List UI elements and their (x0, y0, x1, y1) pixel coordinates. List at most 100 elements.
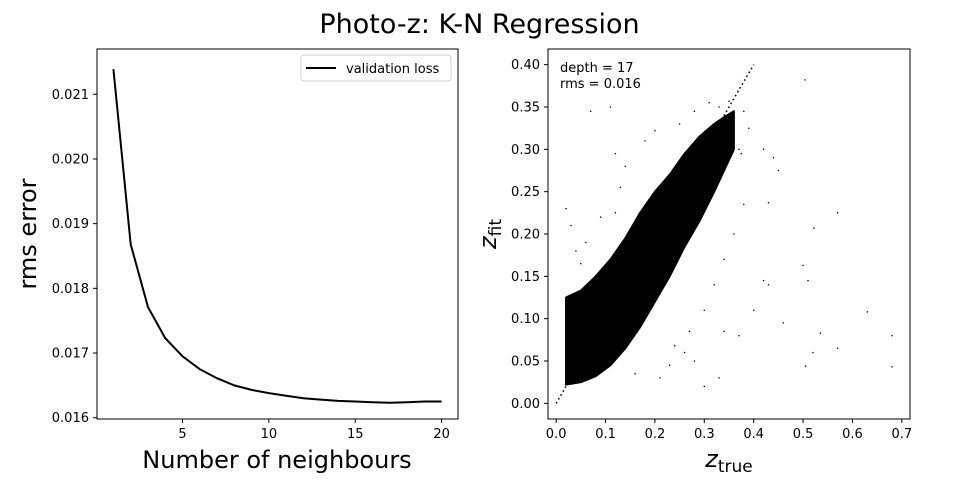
scatter-point (708, 102, 710, 104)
scatter-point (891, 366, 893, 368)
scatter-point (782, 322, 785, 324)
x-tick-label: 5 (178, 427, 186, 442)
chart-zfit-ticks: 0.0 0.1 0.2 0.3 0.4 0.5 0.6 0.7 0.00 0.05 0.10 0.15… (511, 58, 912, 442)
scatter-point (589, 110, 592, 112)
xlabel-sub: true (718, 457, 753, 477)
scatter-point (688, 330, 691, 333)
x-tick-label: 0.7 (892, 427, 913, 442)
scatter-point (570, 224, 572, 227)
scatter-point (836, 347, 839, 350)
chart-knn-loss-xlabel: Number of neighbours (142, 446, 411, 474)
xlabel-main: z (704, 445, 719, 473)
x-tick-label: 0.2 (645, 427, 666, 442)
y-tick-label: 0.019 (52, 217, 89, 232)
scatter-point (743, 203, 745, 206)
y-tick-label: 0.25 (511, 185, 540, 200)
y-tick-label: 0.35 (511, 100, 540, 115)
chart-zfit-ylabel: zfit (474, 219, 506, 250)
scatter-point (804, 365, 807, 367)
legend-label-validation-loss: validation loss (346, 62, 439, 77)
scatter-point (748, 127, 750, 129)
scatter-point (891, 334, 893, 337)
y-tick-label: 0.15 (511, 270, 540, 285)
scatter-point (644, 140, 646, 142)
scatter-point (713, 284, 715, 286)
chart-knn-loss-ticks: 5 10 15 20 0.016 0.017 0.018 0.019 0.020 0.021 (52, 88, 450, 442)
scatter-point (718, 377, 720, 379)
scatter-point (812, 351, 814, 354)
scatter-point (634, 372, 636, 375)
y-tick-label: 0.00 (511, 397, 540, 412)
scatter-point (668, 364, 671, 366)
chart-zfit-xlabel: ztrue (704, 445, 753, 477)
y-tick-label: 0.017 (52, 347, 89, 362)
x-tick-label: 10 (261, 427, 278, 442)
scatter-point (836, 212, 839, 214)
scatter-point (802, 264, 804, 267)
scatter-point (723, 330, 725, 333)
scatter-point (740, 152, 743, 155)
scatter-point (767, 201, 770, 204)
scatter-point (819, 332, 822, 334)
x-tick-label: 0.4 (743, 427, 764, 442)
chart-zfit-axes-frame (547, 48, 911, 420)
y-tick-label: 0.021 (52, 88, 89, 103)
scatter-point (743, 110, 745, 112)
y-tick-label: 0.018 (52, 282, 89, 297)
ylabel-sub: fit (486, 219, 506, 237)
chart-zfit-annotation-depth: depth = 17 (560, 61, 634, 76)
scatter-point (683, 351, 686, 354)
scatter-point (762, 279, 765, 282)
chart-zfit-scatter-marks (555, 64, 893, 404)
chart-knn-loss-axes-frame (96, 48, 459, 420)
x-tick-label: 0.5 (793, 427, 814, 442)
chart-knn-loss-legend: validation loss (300, 54, 452, 82)
scatter-point (767, 284, 770, 286)
scatter-point (614, 212, 617, 214)
scatter-point (762, 148, 765, 151)
scatter-point (673, 345, 676, 347)
scatter-point (624, 165, 627, 168)
x-tick-label: 20 (433, 427, 450, 442)
scatter-point (733, 140, 735, 142)
scatter-point (752, 309, 755, 311)
scatter-point (693, 360, 696, 362)
scatter-point (580, 262, 582, 265)
scatter-point (703, 309, 706, 311)
x-tick-label: 0.1 (595, 427, 616, 442)
scatter-point (693, 110, 696, 112)
scatter-point (609, 106, 612, 108)
y-tick-label: 0.30 (511, 143, 540, 158)
y-tick-label: 0.20 (511, 228, 540, 243)
scatter-point (723, 258, 725, 261)
scatter-point (703, 385, 706, 388)
legend-box (300, 54, 452, 82)
series-line-validation-loss (112, 69, 442, 404)
scatter-point (718, 106, 720, 108)
scatter-point (575, 250, 577, 252)
scatter-point (733, 233, 735, 235)
scatter-point (728, 100, 730, 102)
scatter-point (813, 227, 815, 229)
chart-knn-loss-marks (112, 69, 442, 404)
x-tick-label: 0.6 (842, 427, 863, 442)
scatter-point (585, 241, 587, 244)
scatter-point (738, 148, 740, 151)
y-tick-label: 0.05 (511, 355, 540, 370)
x-tick-label: 0.0 (546, 427, 567, 442)
x-tick-label: 0.3 (694, 427, 715, 442)
chart-zfit-vs-ztrue: 0.0 0.1 0.2 0.3 0.4 0.5 0.6 0.7 0.00 0.05 0.10 0.15… (474, 48, 912, 477)
scatter-point (619, 186, 622, 189)
ylabel-main: z (474, 235, 502, 250)
scatter-point (565, 207, 567, 210)
scatter-point (804, 79, 806, 81)
y-tick-label: 0.10 (511, 312, 540, 327)
scatter-point (659, 377, 661, 379)
scatter-point (599, 216, 602, 218)
scatter-point (807, 279, 809, 282)
chart-knn-loss-ylabel: rms error (14, 178, 42, 289)
scatter-point (738, 334, 740, 337)
scatter-point (614, 152, 617, 155)
y-tick-label: 0.020 (52, 152, 89, 167)
